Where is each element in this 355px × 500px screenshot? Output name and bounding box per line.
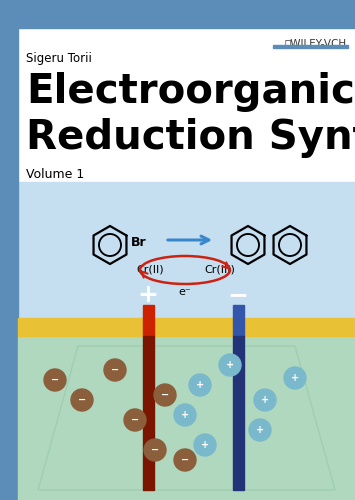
Text: −: − [111, 365, 119, 375]
Circle shape [254, 389, 276, 411]
Circle shape [124, 409, 146, 431]
Circle shape [71, 389, 93, 411]
Polygon shape [38, 346, 335, 490]
Text: −: − [151, 445, 159, 455]
Text: Cr(II): Cr(II) [136, 265, 164, 275]
Text: −: − [228, 283, 248, 307]
Text: +: + [291, 373, 299, 383]
Circle shape [194, 434, 216, 456]
Text: +: + [256, 425, 264, 435]
Text: −: − [51, 375, 59, 385]
Circle shape [284, 367, 306, 389]
Text: Volume 1: Volume 1 [26, 168, 84, 181]
Text: −: − [161, 390, 169, 400]
Bar [233, 336, 244, 490]
Text: e⁻: e⁻ [179, 287, 191, 297]
Bar [18, 336, 355, 500]
Bar [18, 182, 355, 500]
Text: Reduction Synthesis: Reduction Synthesis [26, 118, 355, 158]
Circle shape [104, 359, 126, 381]
Text: +: + [138, 283, 158, 307]
Bar [0, 28, 18, 500]
Circle shape [249, 419, 271, 441]
Text: +: + [261, 395, 269, 405]
Bar [18, 318, 355, 336]
Bar [143, 336, 154, 490]
Text: −: − [131, 415, 139, 425]
Text: +: + [226, 360, 234, 370]
Text: ⓈWILEY-VCH: ⓈWILEY-VCH [285, 38, 347, 48]
Circle shape [154, 384, 176, 406]
Circle shape [44, 369, 66, 391]
Bar [143, 305, 154, 336]
Text: −: − [181, 455, 189, 465]
Text: +: + [181, 410, 189, 420]
Bar [273, 45, 348, 48]
Text: Electroorganic: Electroorganic [26, 72, 355, 112]
Text: +: + [196, 380, 204, 390]
Bar [0, 0, 355, 28]
Text: +: + [201, 440, 209, 450]
Circle shape [144, 439, 166, 461]
Circle shape [189, 374, 211, 396]
Text: Br: Br [131, 236, 147, 250]
Bar [233, 305, 244, 336]
Circle shape [174, 404, 196, 426]
Circle shape [174, 449, 196, 471]
Text: −: − [78, 395, 86, 405]
Text: Cr(III): Cr(III) [204, 265, 235, 275]
Text: Sigeru Torii: Sigeru Torii [26, 52, 92, 65]
Circle shape [219, 354, 241, 376]
